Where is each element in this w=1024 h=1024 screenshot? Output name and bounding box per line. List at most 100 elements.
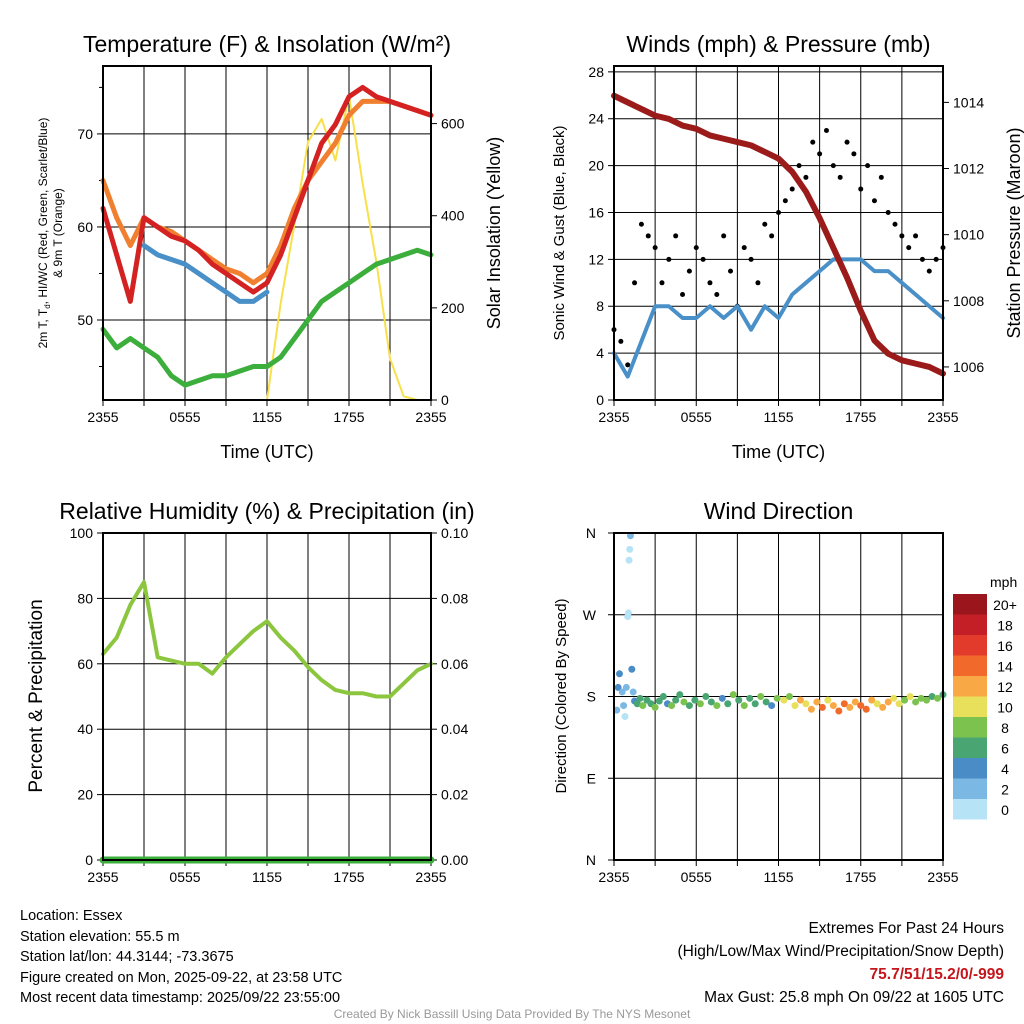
- gust-point: [906, 245, 912, 251]
- direction-point: [884, 698, 892, 706]
- direction-point: [829, 702, 837, 710]
- direction-point: [879, 703, 887, 711]
- y-tick-label: N: [586, 525, 596, 541]
- extremes-values: 75.7/51/15.2/0/-999: [869, 966, 1004, 983]
- legend-swatch: [953, 799, 987, 820]
- y2-tick-label: 0.02: [441, 787, 468, 803]
- panel-title: Temperature (F) & Insolation (W/m²): [83, 31, 451, 57]
- legend-label: 18: [997, 618, 1013, 634]
- gust-point: [878, 174, 884, 180]
- direction-point: [813, 698, 821, 706]
- plot-border: [102, 65, 432, 401]
- direction-point: [691, 696, 699, 704]
- y-tick-label: 8: [596, 298, 604, 314]
- direction-point: [757, 693, 765, 700]
- direction-point: [618, 688, 626, 696]
- location-text: Location: Essex: [20, 908, 123, 924]
- elevation-text: Station elevation: 55.5 m: [20, 928, 180, 945]
- gust-point: [858, 186, 864, 192]
- station-info: Location: Essex Station elevation: 55.5 …: [20, 906, 342, 1009]
- gust-point: [933, 256, 939, 262]
- x-tick-label: 1755: [845, 869, 876, 885]
- direction-point: [655, 697, 663, 705]
- gust-point: [899, 233, 905, 239]
- x-tick-label: 1155: [252, 409, 282, 425]
- x-tick-label: 1155: [763, 869, 793, 885]
- gust-point: [755, 280, 761, 286]
- direction-point: [802, 700, 810, 708]
- direction-point: [846, 703, 854, 711]
- legend-swatch: [953, 614, 987, 635]
- direction-point: [740, 702, 748, 710]
- direction-point: [934, 694, 942, 702]
- x-tick-label: 1755: [845, 409, 876, 425]
- x-tick-label: 2355: [598, 409, 629, 425]
- gust-point: [837, 174, 843, 180]
- y2-tick-label: 0.00: [441, 852, 468, 868]
- y2-tick-label: 0: [441, 392, 449, 408]
- x-tick-label: 2355: [87, 869, 118, 885]
- panel-2: 2355 0555 1155 1755 2355 Winds (mph) & Pressu…: [551, 31, 1024, 462]
- direction-point: [615, 670, 623, 678]
- y-tick-label: 4: [596, 345, 604, 361]
- direction-point: [680, 698, 688, 706]
- series-2m-t: [100, 84, 434, 304]
- plot-border: [613, 532, 944, 861]
- series-rh: [101, 580, 433, 699]
- y2-tick-label: 200: [441, 300, 465, 316]
- gust-point: [796, 163, 802, 169]
- direction-point: [651, 703, 659, 711]
- x-axis-label: Time (UTC): [732, 442, 825, 462]
- plot-border: [613, 65, 944, 401]
- legend-swatch: [953, 635, 987, 656]
- x-tick-label: 1155: [763, 409, 793, 425]
- direction-point: [746, 694, 754, 702]
- panel-title: Wind Direction: [704, 498, 854, 524]
- gust-point: [810, 139, 816, 145]
- y-tick-label: 60: [77, 656, 93, 672]
- y2-tick-label: 1010: [953, 227, 984, 243]
- max-gust-text: Max Gust: 25.8 mph On 09/22 at 1605 UTC: [704, 989, 1004, 1006]
- legend-label: 16: [997, 638, 1013, 654]
- gust-point: [673, 233, 679, 239]
- x-tick-label: 0555: [169, 409, 200, 425]
- direction-point: [751, 700, 759, 708]
- direction-point: [785, 693, 793, 700]
- gust-point: [817, 151, 823, 157]
- gust-point: [645, 233, 651, 239]
- y-tick-label: S: [587, 689, 596, 705]
- gust-point: [851, 151, 857, 157]
- credit-text: Created By Nick Bassill Using Data Provi…: [333, 1007, 691, 1021]
- direction-point: [620, 702, 628, 710]
- legend-swatch: [953, 758, 987, 779]
- direction-point: [735, 696, 743, 704]
- gust-point: [632, 280, 638, 286]
- y-tick-label: 12: [588, 251, 604, 267]
- direction-point: [625, 556, 633, 564]
- y2-tick-label: 0.06: [441, 656, 468, 672]
- gust-point: [871, 198, 877, 204]
- y-tick-label: 40: [77, 721, 93, 737]
- direction-point: [633, 700, 641, 708]
- legend-label: 14: [997, 659, 1013, 675]
- y2-tick-label: 600: [441, 116, 465, 132]
- gust-point: [830, 163, 836, 169]
- y-axis-label-part: 2m T, T: [36, 308, 50, 348]
- gust-point: [728, 268, 734, 274]
- latlon-text: Station lat/lon: 44.3144; -73.3675: [20, 949, 234, 965]
- series-pressure: [611, 92, 946, 377]
- gust-point: [680, 292, 686, 298]
- extremes-info: Extremes For Past 24 Hours (High/Low/Max…: [678, 917, 1005, 1009]
- direction-point: [762, 698, 770, 706]
- y-tick-label: 28: [588, 64, 604, 80]
- y2-tick-label: 0.08: [441, 590, 468, 606]
- legend-label: 4: [1001, 761, 1009, 777]
- y2-tick-label: 1014: [953, 94, 984, 110]
- direction-point: [873, 700, 881, 708]
- legend-label: 2: [1001, 782, 1009, 798]
- gust-point: [707, 280, 713, 286]
- x-tick-label: 0555: [169, 869, 200, 885]
- direction-point: [901, 696, 909, 704]
- panel-title: Relative Humidity (%) & Precipitation (i…: [59, 498, 474, 524]
- x-tick-label: 2355: [927, 869, 958, 885]
